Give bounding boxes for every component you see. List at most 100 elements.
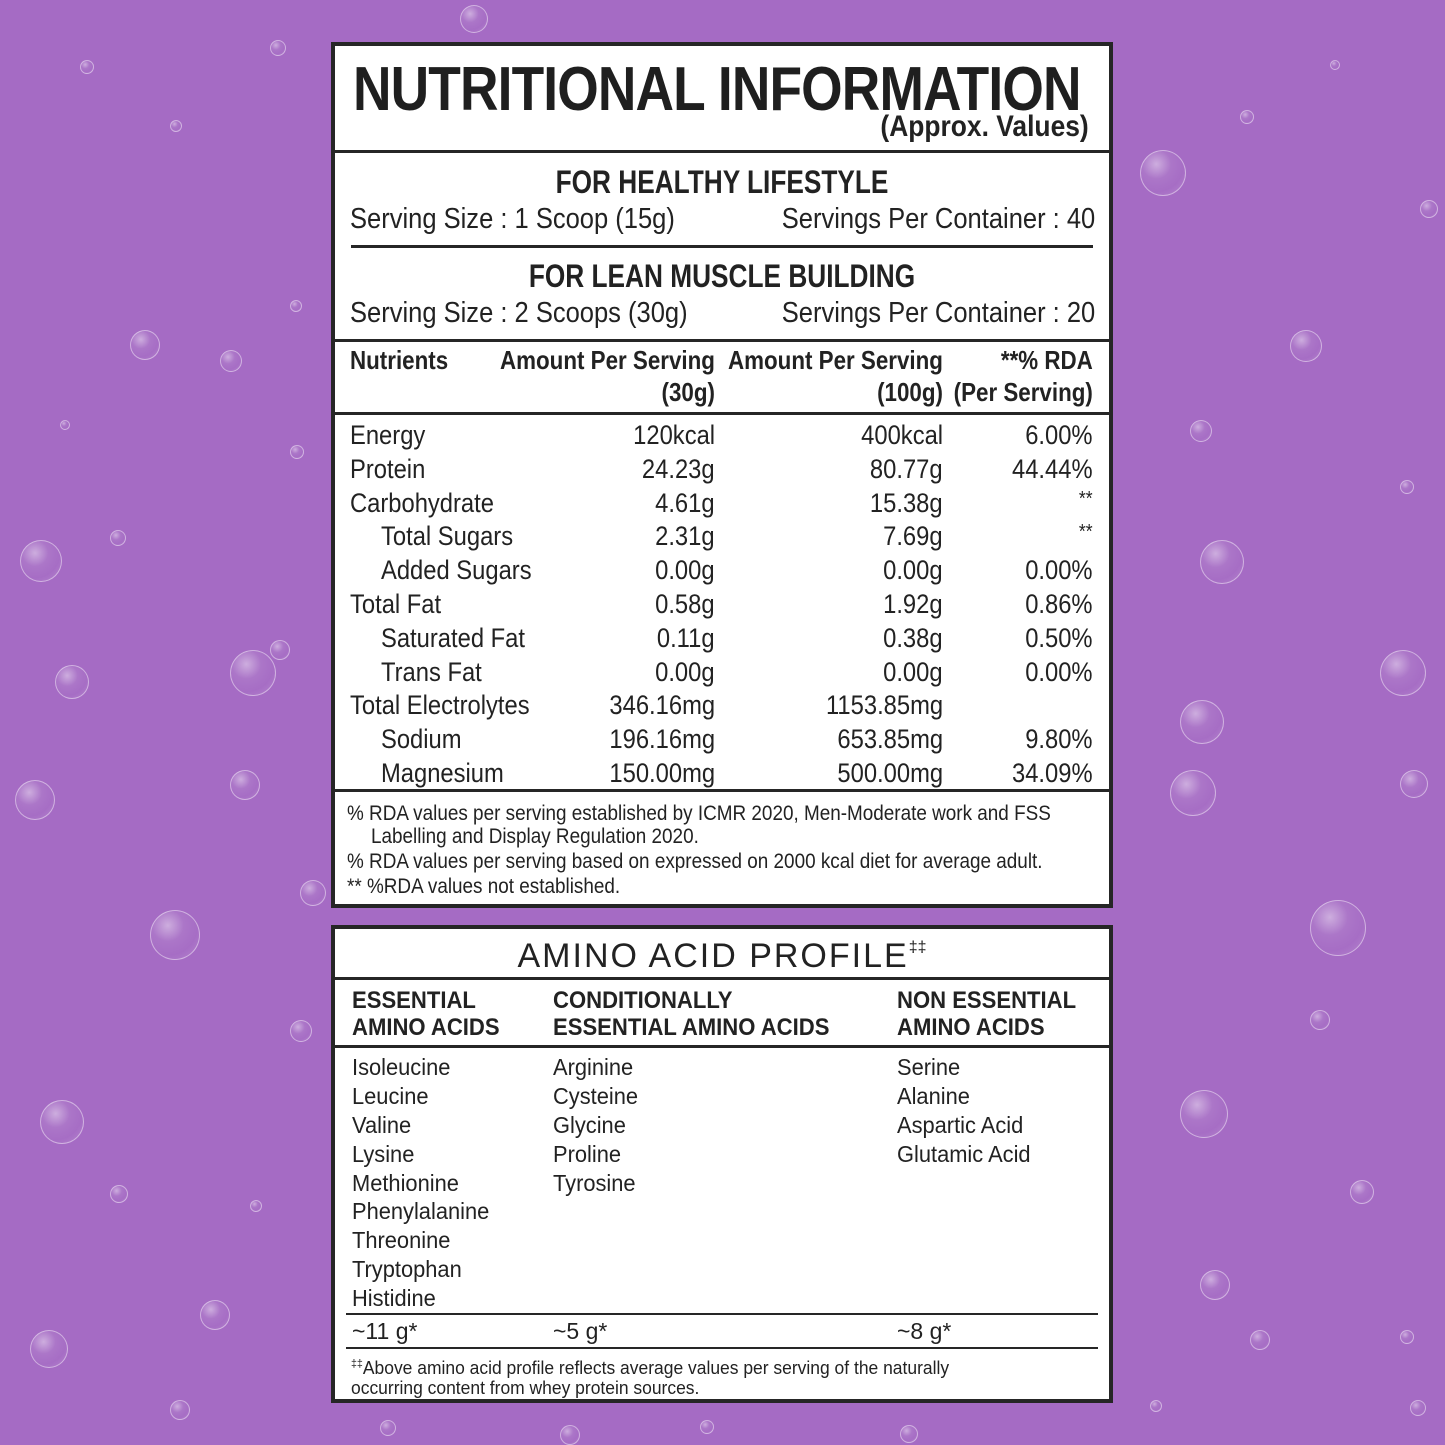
bubble-decoration bbox=[110, 530, 126, 546]
nutrient-row: Total Electrolytes 346.16mg 1153.85mg bbox=[335, 688, 1109, 722]
nutrient-row: Sodium 196.16mg 653.85mg 9.80% bbox=[335, 722, 1109, 756]
amino-acid-item: Phenylalanine bbox=[352, 1198, 490, 1225]
essential-heading: ESSENTIAL AMINO ACIDS bbox=[352, 987, 500, 1041]
bubble-decoration bbox=[270, 640, 290, 660]
rda-percent: 6.00% bbox=[1025, 420, 1093, 450]
bubble-decoration bbox=[1170, 770, 1216, 816]
bubble-decoration bbox=[1410, 1400, 1426, 1416]
amount-per-serving: 2.31g bbox=[655, 521, 715, 552]
amino-note-line1: Above amino acid profile reflects averag… bbox=[362, 1358, 950, 1378]
amount-per-serving: 4.61g bbox=[655, 487, 715, 518]
bubble-decoration bbox=[1310, 1010, 1330, 1030]
bubble-decoration bbox=[170, 1400, 190, 1420]
bubble-decoration bbox=[80, 60, 94, 74]
bubble-decoration bbox=[1200, 1270, 1230, 1300]
amino-acid-item: Tryptophan bbox=[352, 1256, 462, 1283]
essential-heading-line2: AMINO ACIDS bbox=[352, 1014, 500, 1041]
amount-per-100g: 1.92g bbox=[883, 589, 943, 619]
header-per-serving-line1: Amount Per Serving bbox=[500, 345, 715, 375]
bubble-decoration bbox=[1380, 650, 1426, 696]
header-per-serving: Amount Per Serving (30g) bbox=[500, 344, 715, 408]
amino-acid-item: Threonine bbox=[352, 1227, 451, 1254]
rda-percent: ** bbox=[1079, 487, 1093, 510]
divider bbox=[346, 1313, 1098, 1315]
essential-total: ~11 g* bbox=[352, 1318, 418, 1344]
nonessential-list: Serine Alanine Aspartic Acid Glutamic Acid bbox=[897, 1053, 1031, 1169]
nutrient-name: Saturated Fat bbox=[381, 622, 525, 653]
amount-per-100g: 7.69g bbox=[883, 521, 943, 552]
amino-acid-item: Isoleucine bbox=[352, 1054, 451, 1080]
bubble-decoration bbox=[40, 1100, 84, 1144]
header-nutrients: Nutrients bbox=[350, 345, 449, 375]
footnote-2: % RDA values per serving based on expres… bbox=[347, 850, 1043, 873]
nutrition-title: NUTRITIONAL INFORMATION bbox=[353, 55, 1081, 124]
approx-values-label: (Approx. Values) bbox=[880, 110, 1089, 143]
amount-per-serving: 150.00mg bbox=[609, 758, 715, 788]
bubble-decoration bbox=[1200, 540, 1244, 584]
bubble-decoration bbox=[220, 350, 242, 372]
amount-per-serving: 346.16mg bbox=[609, 690, 715, 721]
amino-acid-item: Glutamic Acid bbox=[897, 1140, 1031, 1167]
nutrient-row: Saturated Fat 0.11g 0.38g 0.50% bbox=[335, 621, 1109, 655]
nutrient-name: Trans Fat bbox=[381, 656, 482, 687]
bubble-decoration bbox=[1180, 1090, 1228, 1138]
amount-per-100g: 400kcal bbox=[861, 420, 943, 450]
rda-percent: 0.00% bbox=[1025, 555, 1093, 586]
nonessential-total: ~8 g* bbox=[897, 1318, 952, 1344]
divider bbox=[335, 150, 1109, 153]
rda-percent: 0.50% bbox=[1025, 622, 1093, 653]
amino-acid-item: Aspartic Acid bbox=[897, 1111, 1024, 1138]
amino-acid-item: Histidine bbox=[352, 1285, 436, 1312]
bubble-decoration bbox=[290, 1020, 312, 1042]
nutrient-name: Energy bbox=[350, 420, 426, 450]
bubble-decoration bbox=[380, 1420, 396, 1436]
conditional-total: ~5 g* bbox=[553, 1318, 608, 1344]
bubble-decoration bbox=[1310, 900, 1366, 956]
bubble-decoration bbox=[290, 300, 302, 312]
bubble-decoration bbox=[1180, 700, 1224, 744]
healthy-heading: FOR HEALTHY LIFESTYLE bbox=[555, 164, 889, 200]
amino-acid-item: Lysine bbox=[352, 1140, 415, 1167]
amount-per-serving: 0.58g bbox=[655, 589, 715, 619]
nutrient-name: Magnesium bbox=[381, 758, 504, 788]
nutrient-row: Added Sugars 0.00g 0.00g 0.00% bbox=[335, 553, 1109, 587]
divider bbox=[351, 245, 1093, 248]
rda-percent: 0.86% bbox=[1025, 589, 1093, 619]
essential-list: Isoleucine Leucine Valine Lysine Methionine P… bbox=[352, 1053, 489, 1313]
amino-note: ‡‡Above amino acid profile reflects aver… bbox=[351, 1354, 949, 1398]
header-rda-line1: **% RDA bbox=[1001, 345, 1093, 375]
bubble-decoration bbox=[1400, 770, 1428, 798]
nutrient-name: Added Sugars bbox=[381, 555, 532, 586]
bubble-decoration bbox=[15, 780, 55, 820]
header-rda-line2: (Per Serving) bbox=[953, 377, 1093, 407]
divider bbox=[335, 789, 1109, 792]
amount-per-100g: 0.00g bbox=[883, 656, 943, 687]
nutrient-row: Energy 120kcal 400kcal 6.00% bbox=[335, 418, 1109, 452]
rda-percent: ** bbox=[1079, 521, 1093, 544]
bubble-decoration bbox=[460, 5, 488, 33]
divider bbox=[335, 1045, 1109, 1048]
nonessential-heading-line1: NON ESSENTIAL bbox=[897, 987, 1077, 1014]
amount-per-100g: 0.00g bbox=[883, 555, 943, 586]
nutrient-row: Magnesium 150.00mg 500.00mg 34.09% bbox=[335, 756, 1109, 790]
bubble-decoration bbox=[150, 910, 200, 960]
bubble-decoration bbox=[1400, 1330, 1414, 1344]
bubble-decoration bbox=[1400, 480, 1414, 494]
amount-per-100g: 653.85mg bbox=[837, 724, 943, 755]
amount-per-serving: 120kcal bbox=[633, 420, 715, 450]
bubble-decoration bbox=[700, 1420, 714, 1434]
amount-per-100g: 80.77g bbox=[870, 453, 943, 484]
amount-per-serving: 0.11g bbox=[657, 622, 715, 653]
amino-acid-item: Methionine bbox=[352, 1169, 459, 1196]
amino-acid-item: Serine bbox=[897, 1054, 961, 1080]
healthy-servings-per-container: Servings Per Container : 40 bbox=[781, 203, 1096, 235]
nutrient-name: Total Sugars bbox=[381, 521, 514, 552]
nonessential-heading-line2: AMINO ACIDS bbox=[897, 1014, 1045, 1041]
bubble-decoration bbox=[300, 880, 326, 906]
bubble-decoration bbox=[60, 420, 70, 430]
header-rda: **% RDA (Per Serving) bbox=[954, 344, 1093, 408]
bubble-decoration bbox=[1330, 60, 1340, 70]
bubble-decoration bbox=[1140, 150, 1186, 196]
essential-heading-line1: ESSENTIAL bbox=[352, 987, 476, 1014]
rda-percent: 0.00% bbox=[1025, 656, 1093, 687]
